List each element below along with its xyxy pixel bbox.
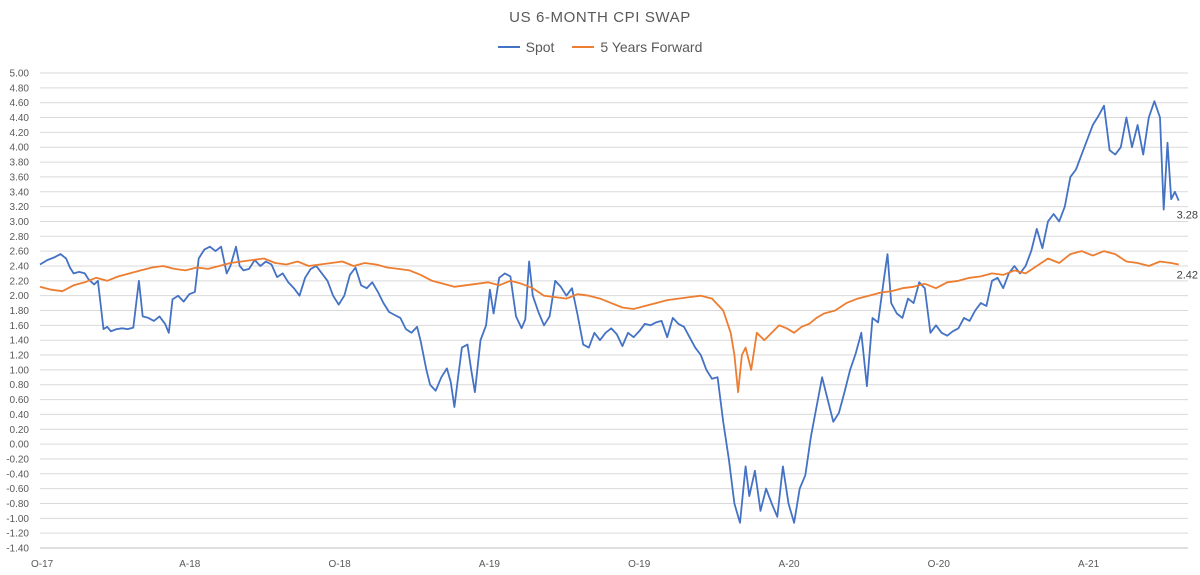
y-tick-label: 1.40 [10, 336, 30, 347]
y-tick-label: 1.80 [10, 306, 30, 317]
y-tick-label: 4.80 [10, 83, 30, 94]
y-tick-label: 2.40 [10, 261, 30, 272]
y-tick-label: 4.00 [10, 143, 30, 154]
y-tick-label: 3.80 [10, 158, 30, 169]
y-tick-label: 4.20 [10, 128, 30, 139]
y-tick-label: 0.20 [10, 425, 30, 436]
y-tick-label: 0.80 [10, 380, 30, 391]
legend-item-5y-forward: 5 Years Forward [572, 39, 702, 55]
x-tick-label: A-18 [179, 559, 201, 570]
y-tick-label: 2.80 [10, 232, 30, 243]
y-tick-label: 5.00 [10, 69, 30, 80]
chart-title: US 6-MONTH CPI SWAP [509, 9, 691, 26]
end-label-5y-forward: 2.42 [1177, 269, 1198, 281]
x-tick-label: O-20 [928, 559, 951, 570]
y-tick-label: 2.20 [10, 276, 30, 287]
y-tick-label: 3.20 [10, 202, 30, 213]
y-tick-label: 1.00 [10, 365, 30, 376]
y-tick-label: 0.40 [10, 410, 30, 421]
y-tick-label: -0.80 [6, 499, 29, 510]
y-tick-label: 2.00 [10, 291, 30, 302]
y-tick-label: -0.40 [6, 469, 29, 480]
x-tick-label: A-19 [479, 559, 501, 570]
y-tick-label: 2.60 [10, 247, 30, 258]
legend-label-5y-forward: 5 Years Forward [600, 39, 703, 55]
y-tick-label: 3.40 [10, 187, 30, 198]
x-tick-label: O-17 [31, 559, 54, 570]
x-tick-label: A-21 [1078, 559, 1100, 570]
x-tick-label: O-19 [628, 559, 651, 570]
end-label-spot: 3.28 [1177, 210, 1198, 222]
legend-label-spot: Spot [525, 39, 555, 55]
y-tick-label: 4.60 [10, 98, 30, 109]
x-tick-label: A-20 [778, 559, 800, 570]
y-tick-label: 0.60 [10, 395, 30, 406]
legend-item-spot: Spot [497, 39, 555, 55]
x-tick-label: O-18 [328, 559, 351, 570]
y-tick-label: -1.20 [6, 529, 29, 540]
y-tick-label: 3.00 [10, 217, 30, 228]
y-tick-label: 0.00 [10, 440, 30, 451]
legend-swatch-5y-forward [572, 46, 595, 48]
legend-swatch-spot [497, 46, 520, 48]
y-tick-label: 3.60 [10, 172, 30, 183]
y-tick-label: 4.40 [10, 113, 30, 124]
series-line-5y-forward [39, 250, 1179, 393]
series-line-spot [39, 100, 1180, 524]
y-tick-label: -0.60 [6, 484, 29, 495]
y-tick-label: 1.20 [10, 351, 30, 362]
y-tick-label: 1.60 [10, 321, 30, 332]
y-tick-label: -1.40 [6, 544, 29, 555]
y-tick-label: -0.20 [6, 454, 29, 465]
legend: Spot 5 Years Forward [0, 39, 1200, 55]
y-tick-label: -1.00 [6, 514, 29, 525]
